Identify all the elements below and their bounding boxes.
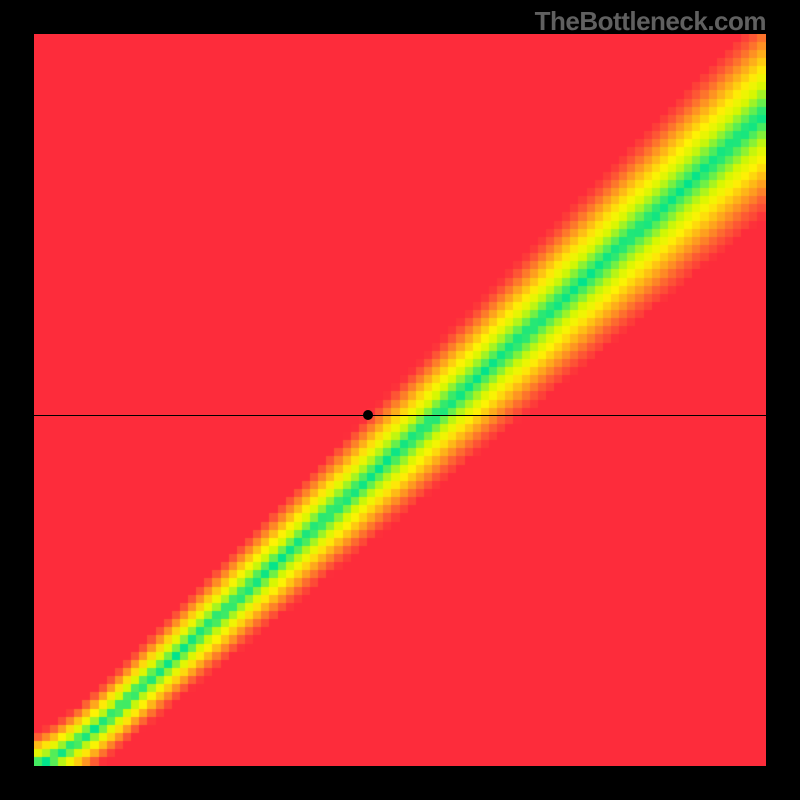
crosshair-vertical <box>368 766 369 800</box>
selection-marker <box>363 410 373 420</box>
watermark-text: TheBottleneck.com <box>535 6 766 37</box>
bottleneck-heatmap <box>34 34 766 766</box>
plot-area <box>34 34 766 766</box>
crosshair-horizontal <box>34 415 766 416</box>
